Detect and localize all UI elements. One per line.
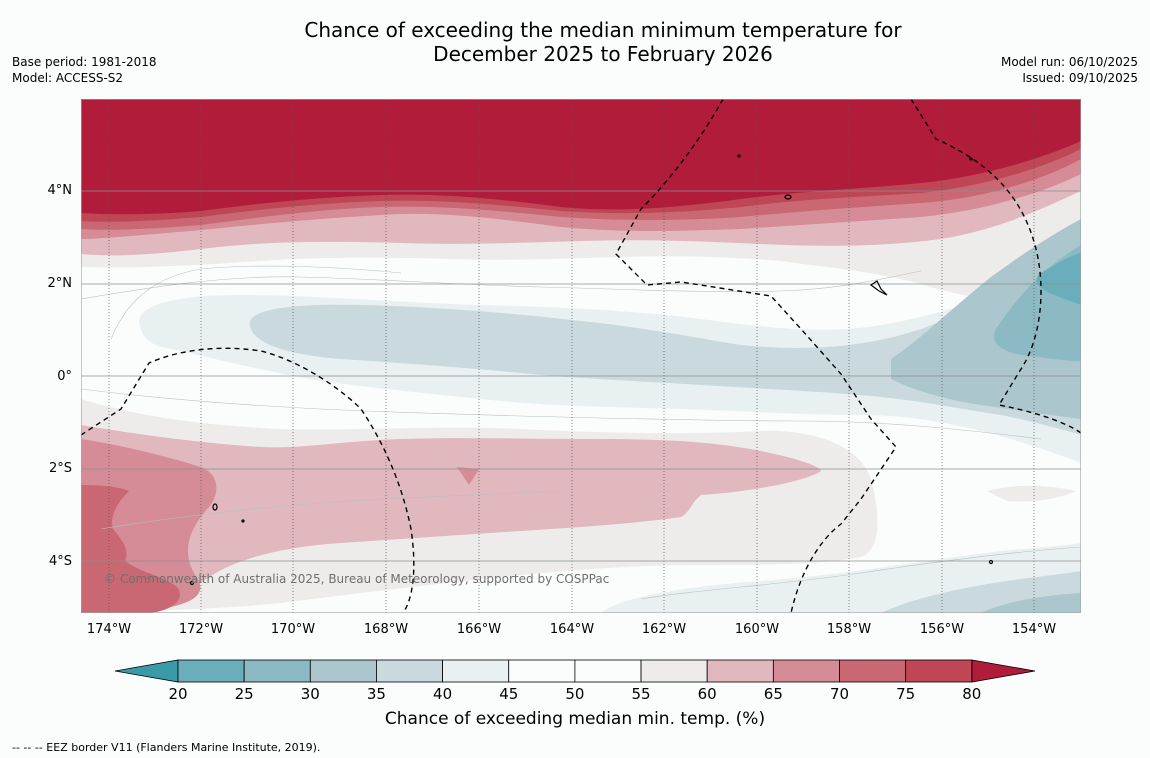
colorbar-tick-label: 35 — [366, 685, 386, 703]
base-period: Base period: 1981-2018 — [12, 55, 157, 69]
colorbar-tick-label: 75 — [896, 685, 916, 703]
chart-title: Chance of exceeding the median minimum t… — [0, 18, 1150, 66]
colorbar-cell — [905, 659, 973, 683]
colorbar-cell — [640, 659, 708, 683]
band-equator-30-35 — [891, 219, 1081, 419]
title-line-2: December 2025 to February 2026 — [433, 42, 773, 66]
lat-label-0: 0° — [57, 369, 72, 384]
band-south-60-65 — [81, 425, 821, 607]
colorbar-tick-label: 55 — [631, 685, 651, 703]
colorbar-tick-label: 20 — [168, 685, 188, 703]
title-line-1: Chance of exceeding the median minimum t… — [304, 18, 902, 42]
colorbar-tick-label: 50 — [565, 685, 585, 703]
lon-label-158w: 158°W — [826, 622, 872, 637]
band-south-30-35 — [981, 593, 1081, 613]
map-svg — [81, 99, 1081, 613]
colorbar-cell — [706, 659, 774, 683]
lon-label-170w: 170°W — [270, 622, 316, 637]
meta-left: Base period: 1981-2018 Model: ACCESS-S2 — [12, 54, 157, 86]
colorbar-under-arrow — [115, 659, 179, 683]
map-frame — [81, 99, 1081, 613]
colorbar-cell — [177, 659, 245, 683]
lon-label-154w: 154°W — [1011, 622, 1057, 637]
colorbar-tick-label: 25 — [234, 685, 254, 703]
colorbar-cell — [508, 659, 576, 683]
lat-label-2s: 2°S — [48, 461, 72, 476]
lon-label-166w: 166°W — [456, 622, 502, 637]
band-north-over-80 — [81, 99, 1081, 215]
colorbar-tick-label: 30 — [300, 685, 320, 703]
colorbar-cell — [839, 659, 907, 683]
lon-label-172w: 172°W — [178, 622, 224, 637]
lat-label-4s: 4°S — [48, 554, 72, 569]
model-run: Model run: 06/10/2025 — [1000, 55, 1138, 69]
eez-borders — [81, 99, 1081, 613]
colorbar-tick-label: 45 — [499, 685, 519, 703]
lon-label-162w: 162°W — [641, 622, 687, 637]
colorbar-cell — [442, 659, 510, 683]
lat-label-4n: 4°N — [47, 183, 73, 198]
band-south-70-75 — [81, 485, 180, 613]
issued-date: Issued: 09/10/2025 — [1022, 71, 1138, 85]
band-south-small-patch — [987, 485, 1076, 502]
thin-contours — [81, 265, 1081, 600]
colorbar-cell — [574, 659, 642, 683]
copyright-text: © Commonwealth of Australia 2025, Bureau… — [104, 572, 610, 586]
band-south-spot-70 — [457, 467, 479, 485]
colorbar-cell — [243, 659, 311, 683]
latitude-gridlines — [81, 190, 1081, 562]
colorbar-cell — [772, 659, 840, 683]
meta-right: Model run: 06/10/2025 Issued: 09/10/2025 — [1001, 54, 1138, 86]
band-equator-20-25 — [1036, 253, 1081, 305]
colorbar-label: Chance of exceeding median min. temp. (%… — [384, 709, 766, 729]
colorbar-cells — [177, 659, 973, 683]
lon-label-160w: 160°W — [734, 622, 780, 637]
colorbar-over-arrow — [971, 659, 1036, 683]
colorbar-tick-label: 65 — [763, 685, 783, 703]
colorbar-tick-label: 80 — [962, 685, 982, 703]
colorbar-tick-label: 70 — [829, 685, 850, 703]
map-panel — [81, 99, 1081, 613]
colorbar-tick-label: 40 — [433, 685, 453, 703]
eez-legend-note: -- -- -- EEZ border V11 (Flanders Marine… — [12, 741, 321, 754]
lat-label-2n: 2°N — [47, 276, 73, 291]
model-name: Model: ACCESS-S2 — [12, 71, 124, 85]
lon-label-156w: 156°W — [919, 622, 965, 637]
lon-label-164w: 164°W — [549, 622, 595, 637]
lon-label-174w: 174°W — [86, 622, 132, 637]
colorbar-cell — [309, 659, 377, 683]
colorbar — [115, 659, 1036, 683]
band-equator-35-40 — [249, 231, 1081, 435]
lon-label-168w: 168°W — [363, 622, 409, 637]
colorbar-tick-label: 60 — [697, 685, 717, 703]
colorbar-cell — [376, 659, 444, 683]
islands — [189, 154, 994, 586]
